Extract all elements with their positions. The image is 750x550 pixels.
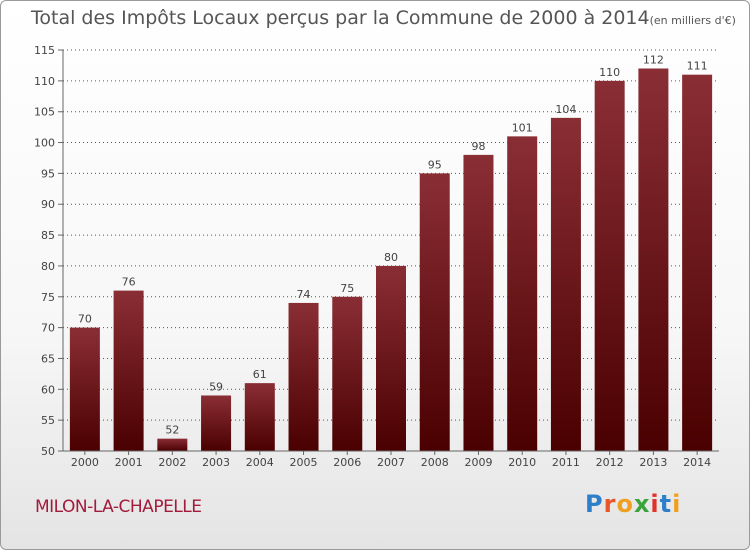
logo-letter: x (633, 490, 651, 518)
bar-2004[interactable] (244, 383, 275, 451)
logo-letter: t (659, 490, 673, 518)
y-tick-label: 115 (34, 44, 55, 57)
x-tick-label: 2009 (464, 456, 492, 469)
bar-2012[interactable] (594, 80, 625, 451)
y-tick-label: 100 (34, 137, 55, 150)
logo-letter: i (672, 490, 682, 518)
x-tick-label: 2002 (158, 456, 186, 469)
chart-title: Total des Impôts Locaux perçus par la Co… (31, 7, 736, 29)
proxiti-logo[interactable]: Proxiti (585, 490, 681, 518)
x-tick-label: 2001 (115, 456, 143, 469)
bar-2010[interactable] (507, 136, 538, 451)
bar-2009[interactable] (463, 154, 494, 451)
x-tick-label: 2014 (683, 456, 711, 469)
y-tick-label: 85 (41, 229, 55, 242)
bar-2000[interactable] (69, 327, 100, 451)
x-tick-label: 2013 (639, 456, 667, 469)
bar-2002[interactable] (157, 438, 188, 451)
x-tick-label: 2000 (71, 456, 99, 469)
logo-letter: i (650, 490, 660, 518)
bar-2005[interactable] (288, 302, 319, 451)
axis-layer: 50 55 60 65 70 75 80 85 90 95 100 105 110 115 2000 2001… (34, 44, 719, 469)
x-tick-label: 2004 (246, 456, 274, 469)
x-tick-label: 2008 (421, 456, 449, 469)
data-label: 112 (643, 54, 664, 67)
logo-letter: P (585, 490, 604, 518)
bar-2003[interactable] (201, 395, 232, 451)
x-tick-label: 2006 (333, 456, 361, 469)
data-label: 70 (78, 313, 92, 326)
x-tick-label: 2003 (202, 456, 230, 469)
data-label: 104 (555, 103, 576, 116)
x-tick-label: 2011 (552, 456, 580, 469)
commune-name: MILON-LA-CHAPELLE (35, 497, 202, 517)
data-label: 80 (384, 251, 398, 264)
y-tick-label: 95 (41, 167, 55, 180)
x-tick-label: 2010 (508, 456, 536, 469)
data-label: 75 (340, 282, 354, 295)
bar-2013[interactable] (638, 68, 669, 451)
data-label: 95 (428, 158, 442, 171)
data-label: 74 (297, 288, 311, 301)
logo-letter: o (616, 490, 634, 518)
y-tick-label: 70 (41, 322, 55, 335)
data-label: 98 (471, 140, 485, 153)
y-tick-label: 80 (41, 260, 55, 273)
data-label: 101 (512, 121, 533, 134)
y-tick-label: 50 (41, 445, 55, 458)
data-label: 61 (253, 368, 267, 381)
title-main: Total des Impôts Locaux perçus par la Co… (31, 7, 650, 29)
x-tick-label: 2007 (377, 456, 405, 469)
bar-2014[interactable] (682, 74, 713, 451)
y-tick-label: 105 (34, 106, 55, 119)
data-label: 59 (209, 380, 223, 393)
y-tick-label: 60 (41, 383, 55, 396)
data-label: 110 (599, 66, 620, 79)
y-tick-label: 75 (41, 291, 55, 304)
x-tick-label: 2005 (290, 456, 318, 469)
data-label: 52 (165, 424, 179, 437)
y-tick-label: 90 (41, 198, 55, 211)
bar-2006[interactable] (332, 296, 363, 451)
y-tick-label: 110 (34, 75, 55, 88)
bar-2008[interactable] (419, 173, 450, 451)
y-tick-label: 55 (41, 414, 55, 427)
logo-letter: r (603, 490, 617, 518)
bar-2011[interactable] (550, 117, 581, 451)
bar-2007[interactable] (376, 265, 406, 451)
data-label: 76 (122, 276, 136, 289)
y-tick-label: 65 (41, 352, 55, 365)
data-label: 111 (687, 60, 708, 73)
bar-2001[interactable] (113, 290, 144, 451)
bars-layer: 70 76 52 59 61 74 75 80 95 98 101 104 110 112 111 (69, 54, 713, 451)
title-unit: (en milliers d'€) (649, 14, 736, 27)
x-tick-label: 2012 (596, 456, 624, 469)
